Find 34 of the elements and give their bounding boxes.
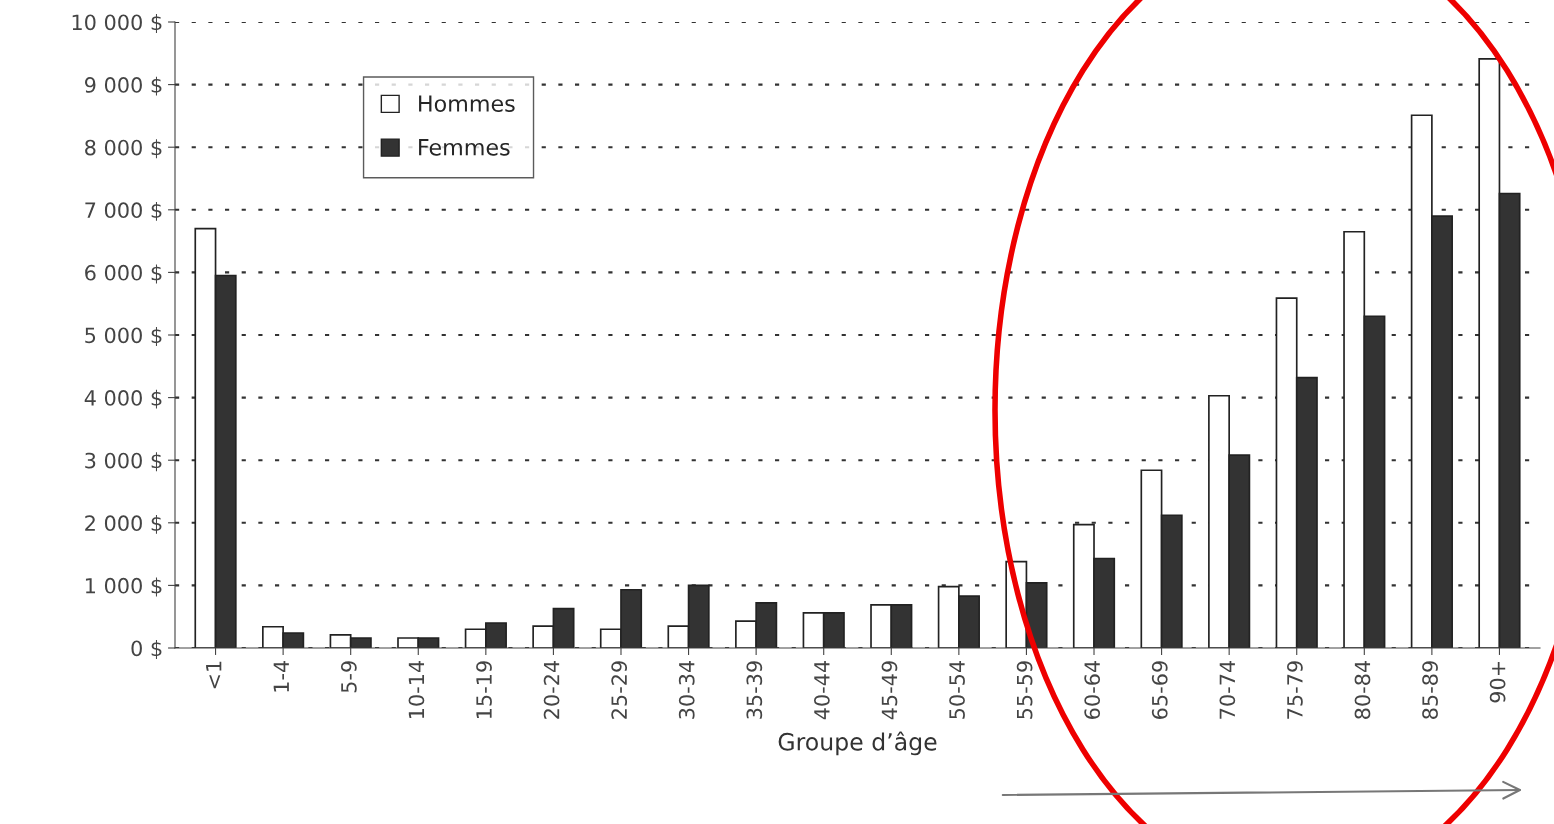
- y-tick-label: 6 000 $: [85, 264, 162, 284]
- y-tick-label: 4 000 $: [84, 389, 162, 409]
- x-tick-label: 45-49: [881, 661, 898, 720]
- x-tick-label: 35-39: [746, 661, 763, 719]
- x-tick-label: 55-59: [1016, 661, 1033, 719]
- x-tick-label: 90+: [1489, 662, 1506, 703]
- x-tick-label: 85-89: [1422, 661, 1438, 719]
- x-tick-label: 25-29: [611, 661, 628, 719]
- x-tick-label: 5-9: [340, 661, 357, 693]
- y-tick-label: 9 000 $: [84, 76, 162, 96]
- y-tick-label: 1 000 $: [85, 577, 162, 597]
- legend-label: Hommes: [419, 95, 515, 112]
- y-tick-label: 5 000 $: [85, 327, 162, 346]
- x-tick-label: 15-19: [476, 661, 492, 719]
- x-tick-label: 80-84: [1354, 660, 1371, 719]
- y-tick-label: 3 000 $: [85, 452, 162, 472]
- y-tick-label: 0 $: [131, 640, 162, 659]
- x-tick-label: 75-79: [1287, 661, 1303, 719]
- y-tick-label: 7 000 $: [85, 201, 162, 221]
- x-tick-label: <1: [206, 661, 222, 689]
- x-tick-label: 10-14: [408, 660, 425, 719]
- x-axis-title: Groupe d’âge: [778, 731, 937, 756]
- legend-label: Femmes: [419, 139, 510, 156]
- x-tick-label: 70-74: [1219, 660, 1236, 719]
- y-tick-label: 10 000 $: [72, 14, 162, 33]
- x-tick-label: 20-24: [543, 660, 560, 719]
- x-tick-label: 65-69: [1151, 661, 1168, 719]
- x-tick-label: 40-44: [814, 660, 830, 720]
- x-tick-label: 1-4: [273, 660, 289, 692]
- x-tick-label: 60-64: [1084, 660, 1101, 719]
- y-tick-label: 2 000 $: [85, 514, 162, 534]
- x-tick-label: 30-34: [678, 660, 695, 719]
- y-tick-label: 8 000 $: [85, 139, 162, 159]
- x-tick-label: 50-54: [949, 660, 965, 719]
